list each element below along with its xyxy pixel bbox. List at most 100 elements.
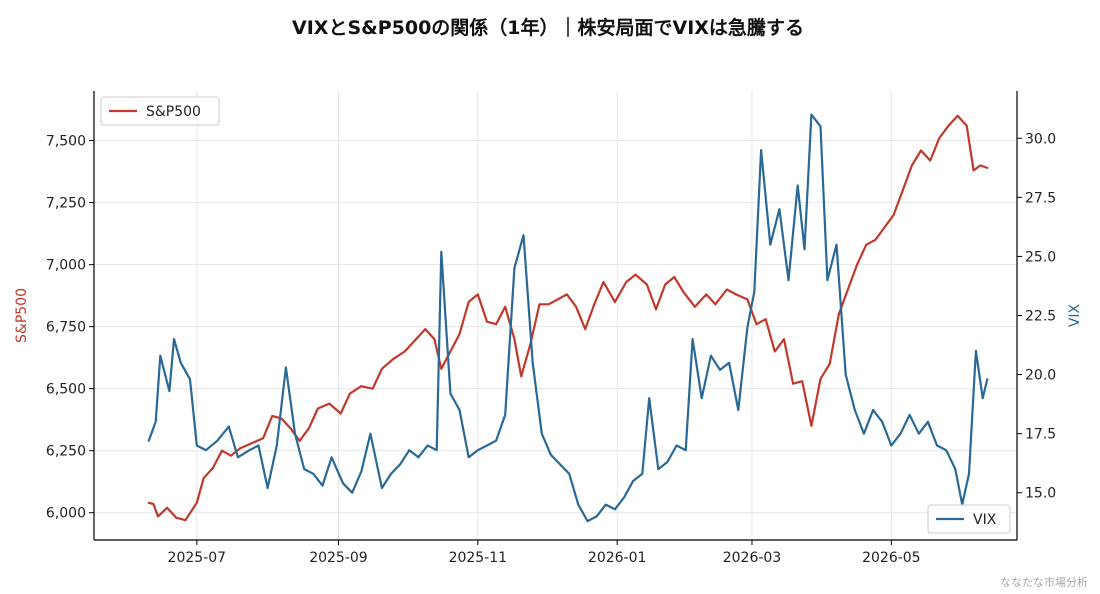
x-tick-label: 2025-07 [168,550,227,566]
vix-point [513,267,516,270]
vix-point [917,432,920,435]
sp500-point [783,338,785,340]
vix-point [945,449,948,452]
vix-point [390,472,392,475]
sp500-point [694,305,696,308]
vix-point [550,454,552,456]
legend-frame [100,96,220,126]
legend-frame [927,504,1011,534]
vix-point [641,472,644,475]
vix-point [205,449,207,452]
vix-point [285,366,287,369]
sp500-point [764,318,767,321]
vix-point [303,468,306,470]
vix-point [195,444,198,447]
sp500-point [735,293,737,296]
vix-point [753,291,756,293]
vix-point [835,243,838,246]
sp500-point [211,467,214,469]
sp500-point [566,293,568,296]
vix-point [173,338,175,340]
x-tick-label: 2026-05 [862,550,921,566]
vix-point [981,397,984,400]
right-tick-label: 20.0 [1025,368,1056,384]
vix-point [908,413,911,416]
left-tick-label: 6,750 [46,320,86,336]
vix-point [890,444,893,447]
sp500-point [828,363,831,365]
legends: S&P500 VIX [100,96,1011,534]
sp500-point [520,375,523,378]
vix-point [467,456,470,459]
sp500-point [714,303,717,306]
axes-layer: 2025-07 2025-09 2025-11 2026-01 2026-03 2026-… [14,91,1083,566]
sp500-point [202,477,205,479]
vix-point [853,409,856,411]
sp500-point [328,402,331,405]
vix-point [275,444,278,447]
sp500-point [221,449,223,452]
sp500-point [175,516,178,519]
vix-point [760,149,762,152]
sp500-point [593,303,596,306]
sp500-point [673,276,676,278]
sp500-point [504,305,507,308]
left-tick-label: 7,250 [46,196,86,212]
vix-point [168,390,171,392]
sp500-point [874,238,877,241]
sp500-point [911,164,913,167]
vix-point [975,350,977,352]
sp500-point [458,333,461,335]
left-tick-label: 6,000 [46,506,86,522]
sp500-point [664,283,667,286]
vix-point [342,482,344,485]
vix-point [968,472,970,475]
vix-point [787,279,790,281]
sp500-point [547,303,550,306]
vix-point [954,468,957,470]
vix-point [426,444,429,447]
vix-point [632,480,635,482]
sp500-point [947,124,950,127]
vix-point [312,472,315,475]
sp500-point [979,164,982,167]
sp500-point [289,427,292,430]
vix-point [559,463,561,466]
vix-legend: VIX [927,504,1011,534]
vix-point [657,468,660,470]
sp500-point [602,281,605,283]
sp500-point [746,298,749,301]
sp500-point [239,447,242,450]
vix-point [248,449,251,452]
vix-point [321,484,324,487]
sp500-point [755,323,758,326]
sp500-point [538,303,541,306]
sp500-point [339,412,342,415]
left-tick-label: 6,250 [46,444,86,460]
vix-point [819,125,822,128]
sp500-point [556,298,559,301]
vix-point [719,369,721,371]
vix-point [778,208,781,211]
sp500-point [157,515,159,518]
sp500-point [986,167,989,169]
sp500-point [705,293,708,296]
vix-point [648,397,651,400]
vix-point [476,449,479,452]
sp500-point [307,427,310,430]
vix-point [522,234,525,237]
sp500-point [147,501,150,504]
x-tick-label: 2026-01 [588,550,647,566]
x-tick-label: 2025-11 [449,550,508,566]
sp500-point [625,281,628,283]
sp500-point [184,519,187,522]
vix-point [746,326,749,329]
vix-point [330,456,333,459]
watermark-text: ななたな市場分析 [1000,575,1088,589]
vix-point [408,449,411,452]
vix-point [486,444,488,447]
sp500-point [972,169,975,172]
sp500-point [152,503,155,505]
vix-point [936,444,938,447]
